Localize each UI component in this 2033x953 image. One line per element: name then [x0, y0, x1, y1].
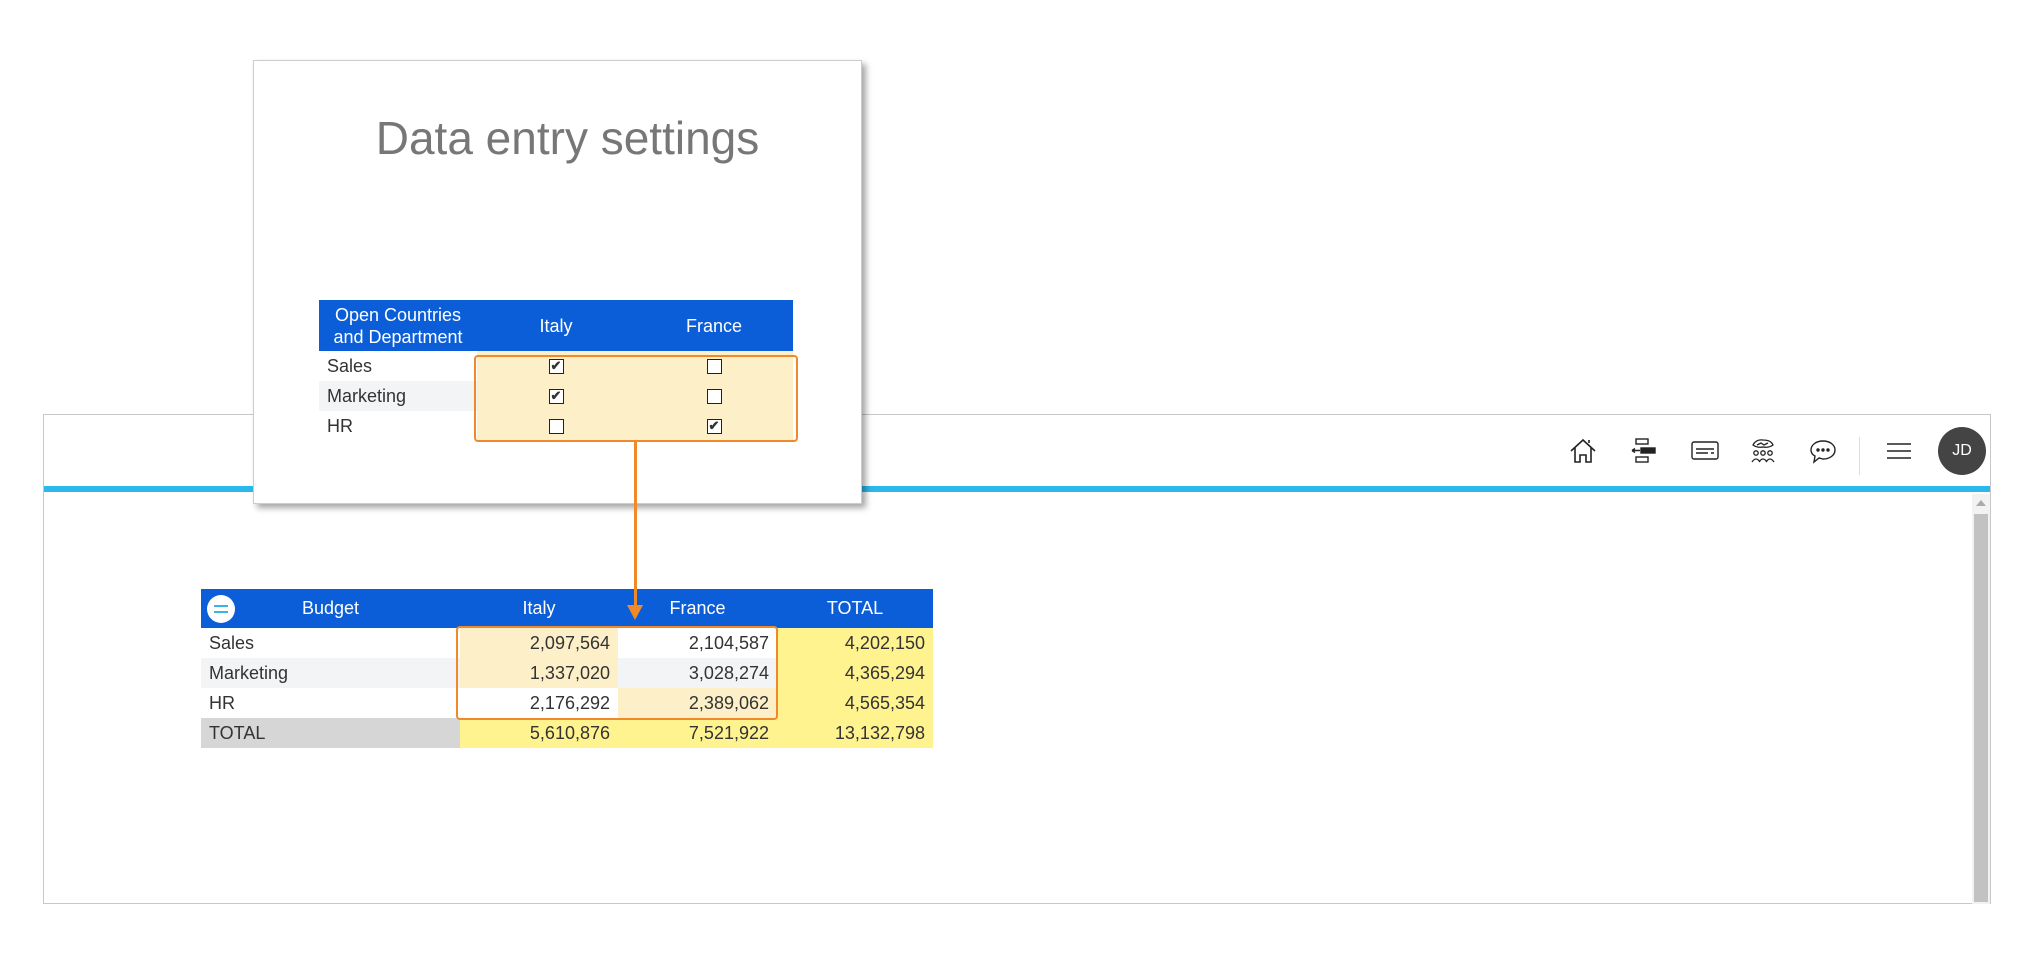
header-italy: Italy [477, 300, 635, 351]
card-icon[interactable] [1687, 433, 1723, 469]
checkbox-hr-italy[interactable] [548, 419, 564, 435]
scroll-up-icon[interactable] [1976, 500, 1986, 506]
chat-icon[interactable] [1805, 433, 1841, 469]
menu-icon[interactable] [1881, 433, 1917, 469]
row-label: HR [209, 692, 235, 713]
table-header: Budget Italy France TOTAL [201, 589, 933, 628]
cell-italy[interactable]: 1,337,020 [460, 658, 618, 688]
budget-highlight-box [456, 626, 778, 720]
hierarchy-icon[interactable] [1626, 433, 1662, 469]
table-menu-button[interactable] [207, 595, 235, 623]
cell-france: 7,521,922 [618, 718, 777, 748]
header-france: France [635, 300, 793, 351]
table-row: HR 2,176,292 2,389,062 4,565,354 [201, 688, 933, 718]
toolbar-divider [1859, 437, 1860, 475]
cell-total: 13,132,798 [777, 718, 933, 748]
settings-highlight-box [474, 355, 798, 442]
avatar[interactable]: JD [1938, 427, 1986, 475]
row-label: HR [327, 415, 353, 436]
cell-total: 4,202,150 [777, 628, 933, 658]
accent-line [44, 486, 1990, 492]
cell-italy[interactable]: 2,097,564 [460, 628, 618, 658]
header-italy: Italy [460, 589, 618, 628]
arrow-connector [634, 441, 637, 609]
row-label: Sales [327, 355, 373, 376]
budget-table: Budget Italy France TOTAL Sales 2,097,56… [201, 589, 933, 748]
table-row: Sales 2,097,564 2,104,587 4,202,150 [201, 628, 933, 658]
checkbox-marketing-france[interactable] [706, 389, 722, 405]
checkbox-hr-france[interactable]: ✔ [706, 419, 722, 435]
cell-france[interactable]: 2,389,062 [618, 688, 777, 718]
cell-italy: 2,176,292 [529, 692, 610, 713]
cell-italy: 5,610,876 [460, 718, 618, 748]
team-icon[interactable] [1745, 433, 1781, 469]
cell-france: 2,104,587 [688, 632, 769, 653]
checkbox-sales-italy[interactable]: ✔ [548, 359, 564, 375]
settings-table: Open Countries and Department Italy Franc… [319, 300, 793, 441]
table-row: Marketing ✔ [319, 381, 793, 411]
arrow-down-icon [627, 605, 643, 620]
scroll-thumb[interactable] [1974, 514, 1988, 902]
header-total: TOTAL [777, 589, 933, 628]
row-label: TOTAL [201, 718, 460, 748]
cell-total: 4,365,294 [777, 658, 933, 688]
table-header: Open Countries and Department Italy Franc… [319, 300, 793, 351]
cell-total: 4,565,354 [777, 688, 933, 718]
header-france: France [618, 589, 777, 628]
row-label: Marketing [209, 662, 289, 683]
row-label: Marketing [319, 381, 477, 411]
row-label: Sales [209, 632, 255, 653]
table-row: Marketing 1,337,020 3,028,274 4,365,294 [201, 658, 933, 688]
scrollbar[interactable] [1972, 494, 1990, 904]
checkbox-marketing-italy[interactable]: ✔ [548, 389, 564, 405]
page-title: Data entry settings [375, 112, 760, 164]
checkbox-sales-france[interactable] [706, 359, 722, 375]
header-budget: Budget [201, 589, 460, 628]
total-row: TOTAL 5,610,876 7,521,922 13,132,798 [201, 718, 933, 748]
cell-france: 3,028,274 [618, 658, 777, 688]
table-row: HR ✔ [319, 411, 793, 441]
data-entry-settings-panel: Data entry settings Open Countries and De… [253, 60, 862, 504]
home-icon[interactable] [1565, 433, 1601, 469]
header-open-countries: Open Countries and Department [319, 300, 477, 351]
